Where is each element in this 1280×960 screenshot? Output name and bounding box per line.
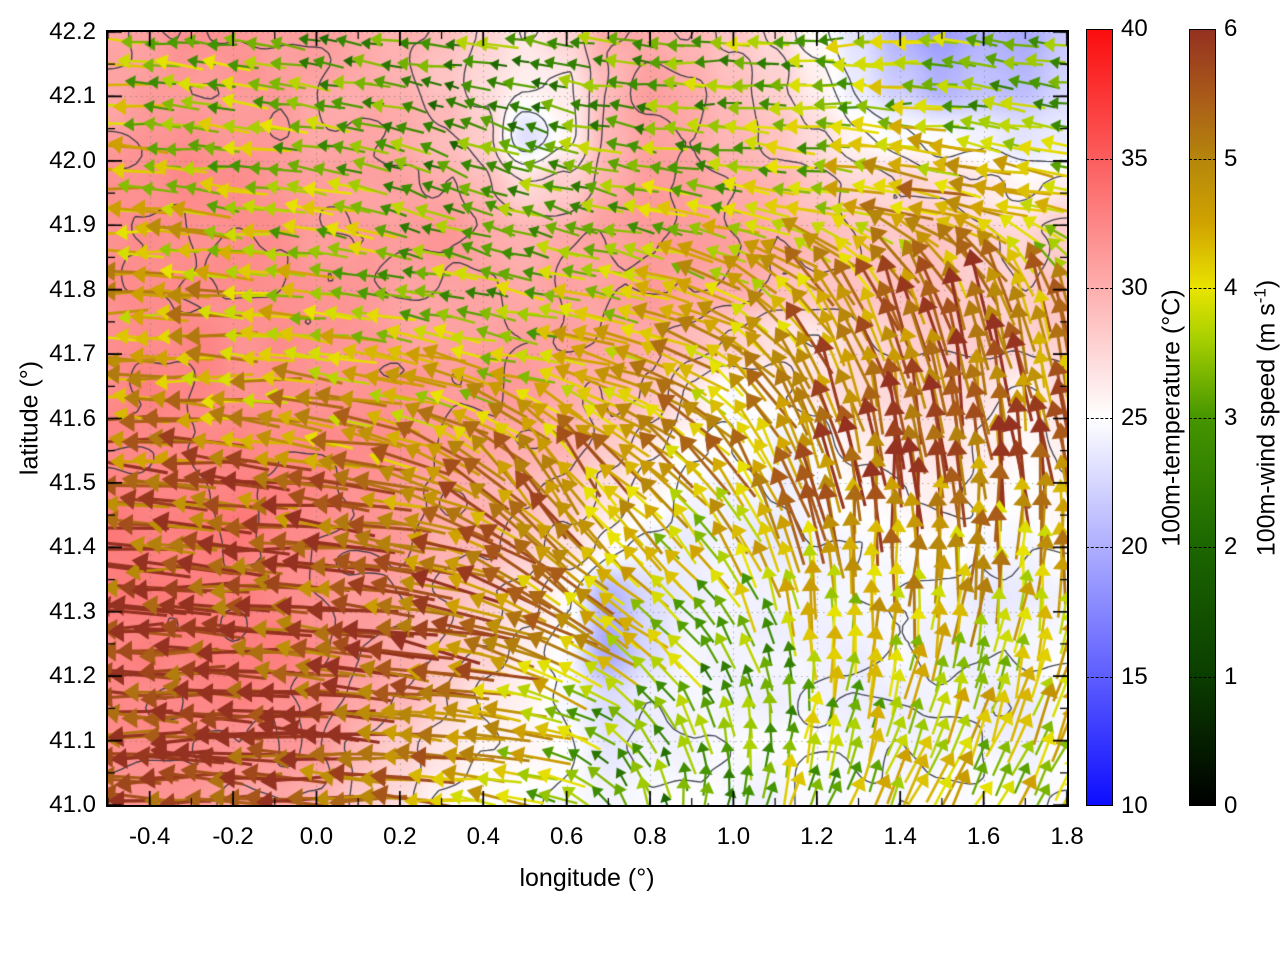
wind-colorbar-title-text: 100m-wind speed (m s: [1252, 303, 1280, 557]
y-tick-label: 41.0: [49, 791, 96, 818]
temperature-colorbar-tick-mark: [1086, 288, 1113, 289]
x-tick-label: 0.0: [299, 823, 334, 850]
temperature-colorbar-tick-mark: [1086, 547, 1113, 548]
wind-colorbar-tick-label: 5: [1224, 144, 1238, 172]
y-tick-label: 41.6: [49, 404, 96, 432]
x-tick-label: 1.0: [716, 823, 751, 850]
y-tick-label: 41.7: [49, 340, 96, 368]
x-tick-label: 1.8: [1050, 823, 1084, 850]
temperature-colorbar-tick-label: 10: [1121, 792, 1148, 819]
wind-colorbar-tick-label: 0: [1224, 792, 1238, 819]
wind-colorbar-tick-mark: [1189, 417, 1216, 419]
x-tick-label: 1.2: [800, 823, 834, 850]
map-plot-area: [106, 30, 1069, 807]
temperature-colorbar-tick-label: 30: [1121, 274, 1148, 301]
wind-colorbar-tick-mark: [1189, 547, 1216, 548]
x-tick-label: 1.6: [966, 823, 1001, 850]
x-tick-label: -0.2: [212, 823, 254, 850]
temperature-colorbar-tick-label: 25: [1121, 403, 1148, 431]
x-tick-label: 0.4: [466, 823, 500, 850]
temperature-colorbar-tick-mark: [1086, 676, 1113, 678]
y-tick-label: 41.1: [49, 726, 96, 754]
x-tick-label: 0.6: [549, 823, 584, 850]
wind-colorbar-title-sup: -1: [1250, 288, 1270, 304]
wind-colorbar-tick-mark: [1189, 158, 1216, 160]
temperature-colorbar-tick-label: 20: [1121, 533, 1148, 560]
wind-colorbar-tick-label: 1: [1224, 662, 1238, 690]
wind-colorbar-title: 100m-wind speed (m s-1): [1250, 280, 1280, 556]
y-tick-label: 41.5: [49, 468, 96, 496]
map-canvas: [108, 32, 1067, 805]
wind-colorbar-tick-label: 4: [1224, 274, 1238, 301]
wind-colorbar-title-close: ): [1252, 279, 1280, 289]
wind-colorbar-tick-label: 2: [1224, 533, 1238, 560]
y-tick-label: 42.0: [49, 146, 96, 174]
y-tick-label: 42.1: [49, 82, 96, 110]
temperature-colorbar-tick-label: 15: [1121, 662, 1148, 690]
y-tick-label: 41.3: [49, 597, 96, 625]
wind-colorbar-tick-label: 6: [1224, 15, 1238, 42]
y-tick-label: 41.2: [49, 662, 96, 690]
temperature-colorbar-tick-label: 40: [1121, 15, 1148, 42]
wind-colorbar-tick-mark: [1189, 288, 1216, 289]
temperature-colorbar-tick-mark: [1086, 417, 1113, 419]
x-tick-label: 0.8: [633, 823, 667, 850]
y-tick-label: 42.2: [49, 18, 96, 45]
y-axis-title: latitude (°): [15, 360, 44, 476]
x-axis-title: longitude (°): [519, 864, 655, 892]
temperature-colorbar-tick-mark: [1086, 158, 1113, 160]
x-tick-label: 0.2: [383, 823, 417, 850]
temperature-colorbar-title: 100m-temperature (°C): [1157, 289, 1186, 547]
x-tick-label: -0.4: [129, 823, 171, 850]
y-tick-label: 41.4: [49, 533, 96, 561]
y-tick-label: 41.8: [49, 275, 96, 303]
wind-colorbar-tick-mark: [1189, 676, 1216, 678]
y-tick-label: 41.9: [49, 211, 96, 239]
x-tick-label: 1.4: [883, 823, 917, 850]
wind-colorbar-tick-label: 3: [1224, 403, 1238, 431]
temperature-colorbar-tick-label: 35: [1121, 144, 1148, 172]
